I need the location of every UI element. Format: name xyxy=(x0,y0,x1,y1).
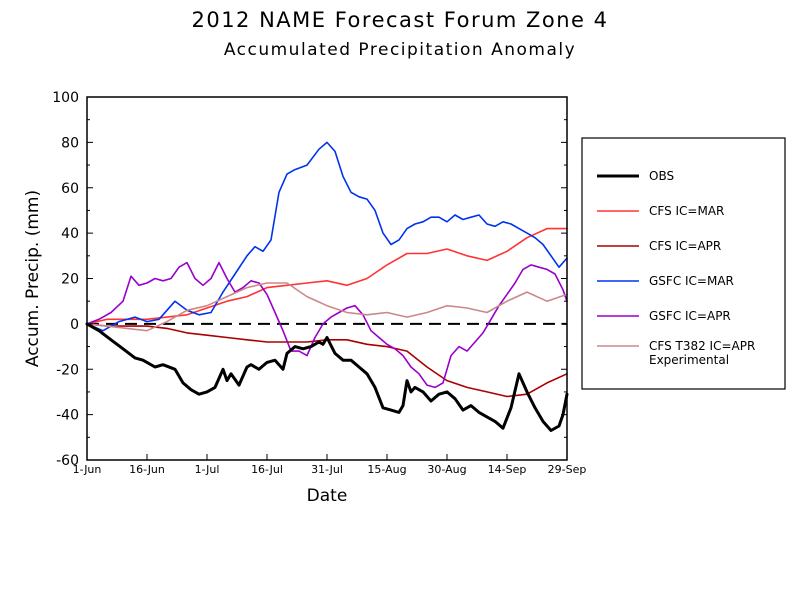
y-tick-label: 20 xyxy=(61,272,79,288)
x-tick-label: 15-Aug xyxy=(367,463,406,476)
x-tick-label: 29-Sep xyxy=(548,463,587,476)
x-tick-label: 31-Jul xyxy=(311,463,343,476)
series-line-gsfc-ic-mar xyxy=(86,141,568,332)
legend-label-line2: Experimental xyxy=(649,353,729,367)
legend: OBS CFS IC=MAR CFS IC=APR GSFC IC=MAR GSFC I… xyxy=(581,137,786,390)
legend-label: CFS T382 IC=APR xyxy=(649,339,755,353)
y-tick-label: 100 xyxy=(52,90,79,106)
legend-label: OBS xyxy=(649,169,674,183)
x-axis: 1-Jun 16-Jun 1-Jul 16-Jul 31-Jul 15-Aug 30-Aug… xyxy=(73,454,587,476)
plot-frame xyxy=(86,96,568,461)
y-axis-label: Accum. Precip. (mm) xyxy=(23,190,43,367)
legend-box xyxy=(581,137,786,390)
x-tick-label: 16-Jun xyxy=(129,463,165,476)
legend-label: CFS IC=MAR xyxy=(649,204,724,218)
x-axis-label: Date xyxy=(307,486,348,506)
series-line-gsfc-ic-apr xyxy=(86,261,568,389)
y-tick-label: 80 xyxy=(61,135,79,151)
chart-title: 2012 NAME Forecast Forum Zone 4 xyxy=(191,8,609,32)
x-tick-label: 1-Jun xyxy=(73,463,102,476)
series-layer xyxy=(85,141,569,432)
legend-label: GSFC IC=MAR xyxy=(649,274,734,288)
y-tick-label: 0 xyxy=(70,317,79,333)
chart-subtitle: Accumulated Precipitation Anomaly xyxy=(223,40,577,60)
y-tick-label: -40 xyxy=(56,408,79,424)
y-tick-label: 60 xyxy=(61,181,79,197)
y-axis: -60 -40 -20 0 20 40 60 80 100 xyxy=(52,90,567,469)
y-tick-label: -60 xyxy=(56,453,79,469)
legend-label: CFS IC=APR xyxy=(649,239,721,253)
series-line-cfs-ic-mar xyxy=(86,227,568,325)
legend-label: GSFC IC=APR xyxy=(649,309,731,323)
x-tick-label: 14-Sep xyxy=(488,463,527,476)
y-tick-label: 40 xyxy=(61,226,79,242)
x-tick-label: 16-Jul xyxy=(251,463,283,476)
y-tick-label: -20 xyxy=(56,362,79,378)
series-line-obs xyxy=(85,322,569,432)
x-tick-label: 30-Aug xyxy=(427,463,466,476)
x-tick-label: 1-Jul xyxy=(195,463,220,476)
series-line-cfs-ic-apr xyxy=(86,323,568,398)
series-line-cfs-t382-ic-apr xyxy=(86,282,568,332)
